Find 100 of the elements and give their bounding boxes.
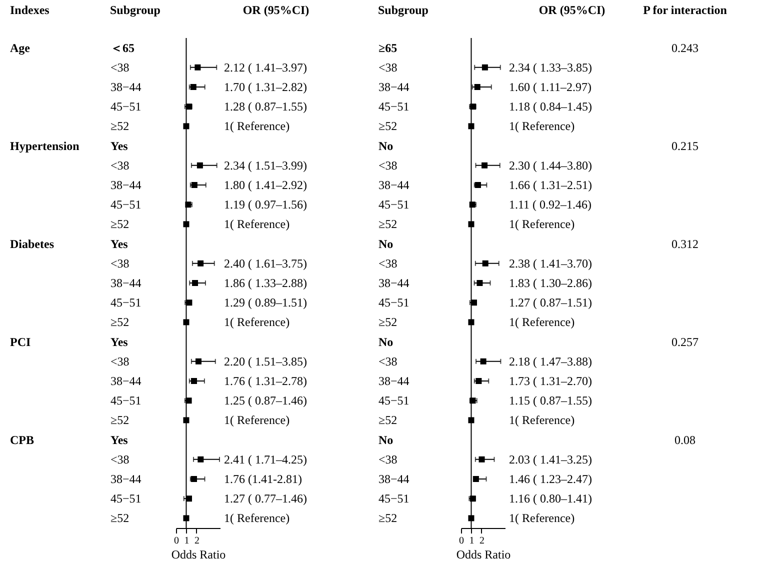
x-axis-title: Odds Ratio — [456, 548, 511, 562]
data-label: 1.76 ( 1.31–2.78) — [224, 374, 307, 388]
data-label: 1.46 ( 1.23–2.47) — [509, 472, 592, 486]
y-tick-label: 38−44 — [378, 472, 410, 486]
y-tick-label: ≥65 — [378, 40, 398, 55]
data-label: 2.34 ( 1.33–3.85) — [509, 60, 592, 74]
data-label: 1.27 ( 0.77–1.46) — [224, 492, 307, 506]
y-tick-label: 45−51 — [378, 100, 410, 114]
data-label: 2.18 ( 1.47–3.88) — [509, 354, 592, 368]
data-label: 1.11 ( 0.92–1.46) — [509, 198, 592, 212]
data-label: 2.34 ( 1.51–3.99) — [224, 158, 307, 172]
text: CPB — [10, 432, 34, 447]
y-tick-label: <38 — [378, 354, 398, 368]
text: Hypertension — [10, 138, 80, 153]
y-tick-label: 38−44 — [110, 276, 142, 290]
data-label: 2.12 ( 1.41–3.97) — [224, 60, 307, 74]
y-tick-label: <38 — [378, 452, 398, 466]
x-tick-label: 1 — [184, 536, 190, 546]
x-tick-label: 0 — [459, 536, 464, 546]
data-label: 2.03 ( 1.41–3.25) — [509, 452, 592, 466]
y-tick-label: ≥52 — [378, 315, 398, 330]
text: Diabetes — [10, 236, 54, 251]
data-label: 1.83 ( 1.30–2.86) — [509, 276, 592, 290]
data-label: 1.29 ( 0.89–1.51) — [224, 296, 307, 310]
data-label: 1.86 ( 1.33–2.88) — [224, 276, 307, 290]
y-tick-label: 38−44 — [378, 374, 410, 388]
data-label: 1.16 ( 0.80–1.41) — [509, 492, 592, 506]
y-tick-label: Yes — [110, 236, 128, 251]
y-tick-label: No — [378, 236, 394, 251]
text: 0.257 — [672, 334, 698, 349]
data-label: 1( Reference) — [509, 119, 575, 134]
y-tick-label: <38 — [110, 158, 130, 172]
x-axis-title: Odds Ratio — [171, 548, 226, 562]
data-label: 1( Reference) — [509, 413, 575, 428]
data-label: 1.18 ( 0.84–1.45) — [509, 100, 592, 114]
data-label: 1( Reference) — [224, 217, 290, 232]
data-label: 1.25 ( 0.87–1.46) — [224, 394, 307, 408]
text: OR (95%CI) — [242, 3, 310, 17]
y-tick-label: ≥52 — [110, 119, 130, 134]
y-tick-label: ≥52 — [110, 217, 130, 232]
y-tick-label: 45−51 — [110, 492, 142, 506]
text: 0.243 — [672, 40, 698, 55]
x-tick-label: 1 — [469, 536, 474, 546]
y-tick-label: <38 — [110, 354, 130, 368]
y-tick-label: 45−51 — [110, 394, 142, 408]
data-label: 1( Reference) — [509, 511, 575, 526]
data-label: 1.66 ( 1.31–2.51) — [509, 178, 592, 192]
y-tick-label: 45−51 — [378, 394, 410, 408]
y-tick-label: 45−51 — [378, 198, 410, 212]
y-tick-label: ≥52 — [110, 315, 130, 330]
y-tick-label: 38−44 — [378, 80, 410, 94]
text: OR (95%CI) — [538, 3, 606, 17]
y-tick-label: 38−44 — [110, 178, 142, 192]
y-tick-label: <38 — [110, 256, 130, 270]
x-tick-label: 2 — [479, 536, 484, 546]
y-tick-label: 38−44 — [110, 374, 142, 388]
text: 0.312 — [672, 236, 698, 251]
data-label: 1.73 ( 1.31–2.70) — [509, 374, 592, 388]
data-label: 1( Reference) — [509, 217, 575, 232]
data-label: 1.76 (1.41-2.81) — [224, 472, 302, 486]
text: Age — [10, 40, 31, 55]
y-tick-label: 38−44 — [110, 80, 142, 94]
text: 0.08 — [674, 432, 696, 447]
data-label: 2.38 ( 1.41–3.70) — [509, 256, 592, 270]
y-tick-label: 38−44 — [110, 472, 142, 486]
data-label: 1( Reference) — [224, 413, 290, 428]
text: 0.215 — [672, 138, 698, 153]
data-label: 1.80 ( 1.41–2.92) — [224, 178, 307, 192]
data-label: 1( Reference) — [224, 511, 290, 526]
y-tick-label: No — [378, 334, 394, 349]
data-label: 1.70 ( 1.31–2.82) — [224, 80, 307, 94]
y-tick-label: <38 — [110, 60, 130, 74]
data-label: 1.19 ( 0.97–1.56) — [224, 198, 307, 212]
y-tick-label: ≥52 — [110, 511, 130, 526]
y-tick-label: Yes — [110, 432, 128, 447]
y-tick-label: 38−44 — [378, 276, 410, 290]
y-tick-label: 45−51 — [378, 492, 410, 506]
y-tick-label: ≥52 — [378, 217, 398, 232]
y-tick-label: <38 — [378, 158, 398, 172]
y-tick-label: Yes — [110, 334, 128, 349]
data-label: 1.15 ( 0.87–1.55) — [509, 394, 592, 408]
y-tick-label: 38−44 — [378, 178, 410, 192]
y-tick-label: ≥52 — [378, 119, 398, 134]
y-axis-title: Subgroup — [378, 3, 429, 17]
y-tick-label: No — [378, 138, 394, 153]
y-tick-label: <38 — [378, 256, 398, 270]
data-label: 1.27 ( 0.87–1.51) — [509, 296, 592, 310]
x-tick-label: 0 — [174, 536, 179, 546]
y-tick-label: ≥52 — [110, 413, 130, 428]
data-label: 1( Reference) — [224, 315, 290, 330]
y-tick-label: <38 — [110, 452, 130, 466]
y-tick-label: 45−51 — [110, 198, 142, 212]
data-label: 1( Reference) — [509, 315, 575, 330]
x-tick-label: 2 — [194, 536, 200, 546]
data-label: 2.30 ( 1.44–3.80) — [509, 158, 592, 172]
data-label: 1( Reference) — [224, 119, 290, 134]
data-label: 2.40 ( 1.61–3.75) — [224, 256, 307, 270]
y-axis-title: Subgroup — [110, 3, 161, 17]
y-tick-label: ＜65 — [110, 40, 134, 55]
data-label: 2.41 ( 1.71–4.25) — [224, 452, 307, 466]
